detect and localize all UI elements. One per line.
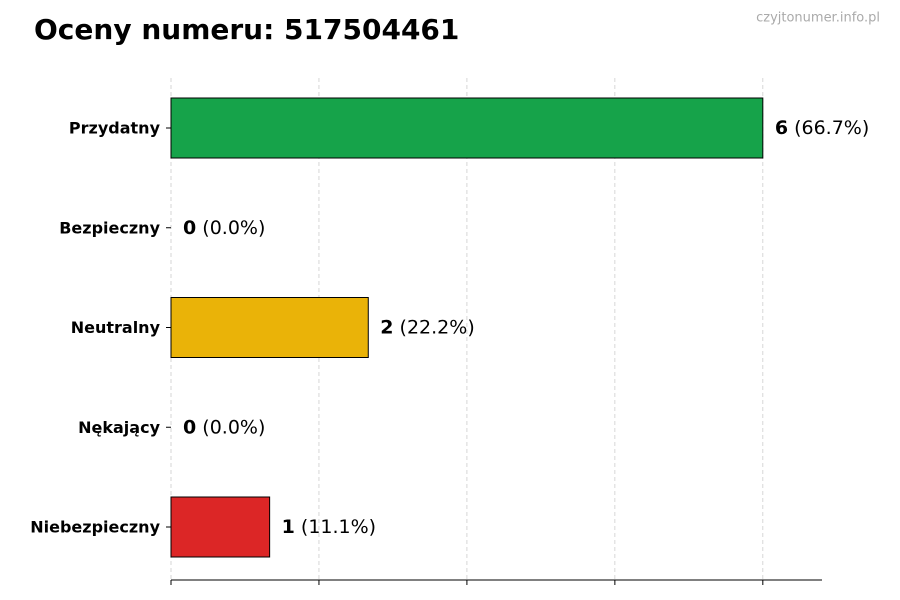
value-label: 6 (66.7%) <box>775 117 869 139</box>
y-tick-label: Nękający <box>78 418 160 437</box>
value-percent: (11.1%) <box>301 516 376 538</box>
value-label: 2 (22.2%) <box>380 316 474 338</box>
value-percent: (0.0%) <box>202 416 265 438</box>
value-number: 6 <box>775 117 788 139</box>
y-tick-label: Neutralny <box>71 318 161 337</box>
value-label: 0 (0.0%) <box>183 416 265 438</box>
watermark: czyjtonumer.info.pl <box>756 11 880 26</box>
bar <box>170 297 369 358</box>
value-percent: (0.0%) <box>202 216 265 238</box>
y-tick-label: Bezpieczny <box>59 218 160 237</box>
value-label: 0 (0.0%) <box>183 216 265 238</box>
value-number: 0 <box>183 416 196 438</box>
chart-title: Oceny numeru: 517504461 <box>34 13 459 46</box>
value-number: 1 <box>282 516 295 538</box>
value-percent: (66.7%) <box>794 117 869 139</box>
bar <box>170 97 764 159</box>
value-percent: (22.2%) <box>400 316 475 338</box>
bar <box>170 496 271 558</box>
y-tick-label: Niebezpieczny <box>30 518 160 537</box>
value-number: 0 <box>183 216 196 238</box>
value-number: 2 <box>380 316 393 338</box>
y-tick-label: Przydatny <box>69 119 161 138</box>
value-label: 1 (11.1%) <box>282 516 376 538</box>
